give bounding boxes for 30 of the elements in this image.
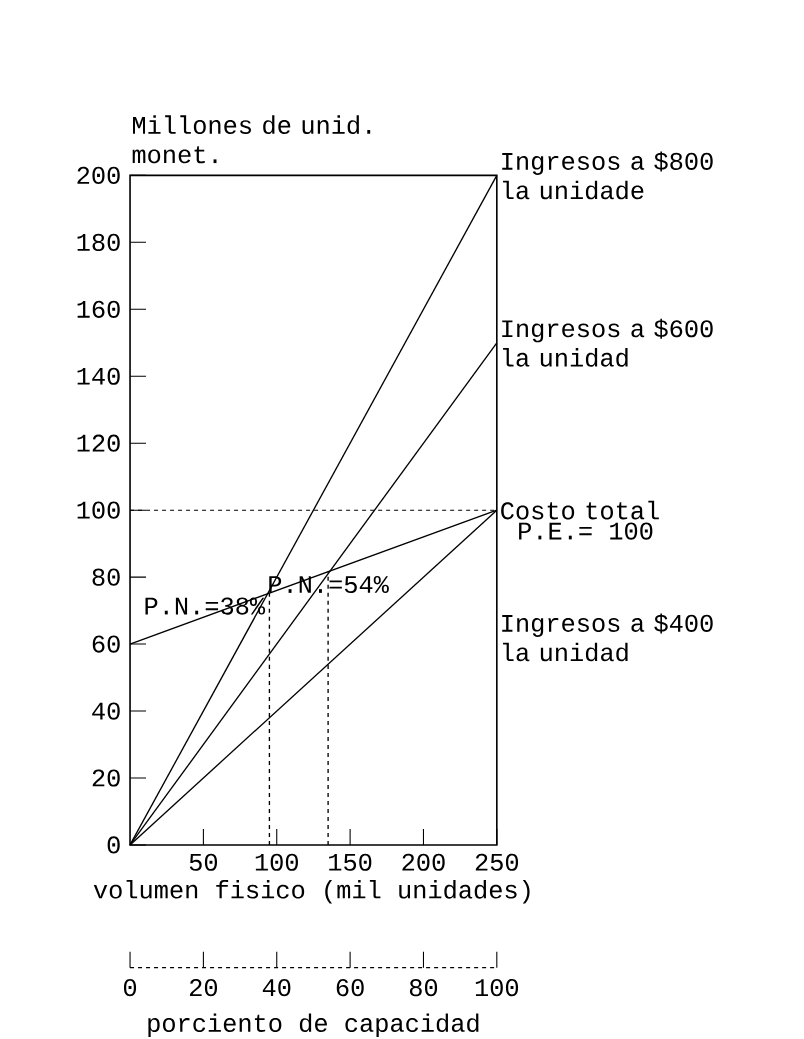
y-tick-label: 40 — [92, 702, 120, 720]
y-tick-label: 120 — [77, 434, 120, 452]
y-tick-label: 100 — [77, 501, 120, 519]
y-tick-label: 0 — [107, 836, 120, 854]
series-label: Costo total — [501, 500, 659, 520]
x-tick-label: 150 — [329, 853, 372, 871]
x2-tick-label: 20 — [189, 979, 217, 997]
y-tick-label: 160 — [77, 300, 120, 318]
x2-axis-title: porciento de capacidad — [148, 1013, 479, 1037]
y-axis-title: Millones de unid. monet. — [132, 115, 371, 164]
series-label: Ingresos a $800 la unidade — [502, 151, 713, 200]
x2-tick-label: 60 — [336, 979, 364, 997]
y-tick-label: 180 — [77, 233, 120, 251]
x2-tick-label: 0 — [123, 979, 136, 997]
y-tick-label: 200 — [77, 166, 120, 184]
y-tick-label: 140 — [77, 367, 120, 385]
text: Ingresos a $400 la unidad — [502, 613, 713, 662]
y-tick-label: 80 — [92, 568, 120, 586]
x-axis-title: volumen fisico (mil unidades) — [93, 880, 530, 904]
x2-tick-label: 40 — [262, 979, 291, 997]
y-tick-label: 20 — [92, 769, 120, 787]
x-tick-label: 50 — [189, 853, 217, 871]
x-tick-label: 200 — [402, 853, 445, 871]
series-label: Ingresos a $600 la unidad — [502, 318, 713, 367]
x2-tick-label: 80 — [409, 979, 437, 997]
x-tick-label: 100 — [255, 853, 298, 871]
annotation: P.E.= 100 — [518, 522, 653, 540]
y-tick-label: 60 — [92, 635, 120, 653]
x-tick-label: 250 — [475, 853, 518, 871]
x2-tick-label: 100 — [475, 979, 518, 997]
